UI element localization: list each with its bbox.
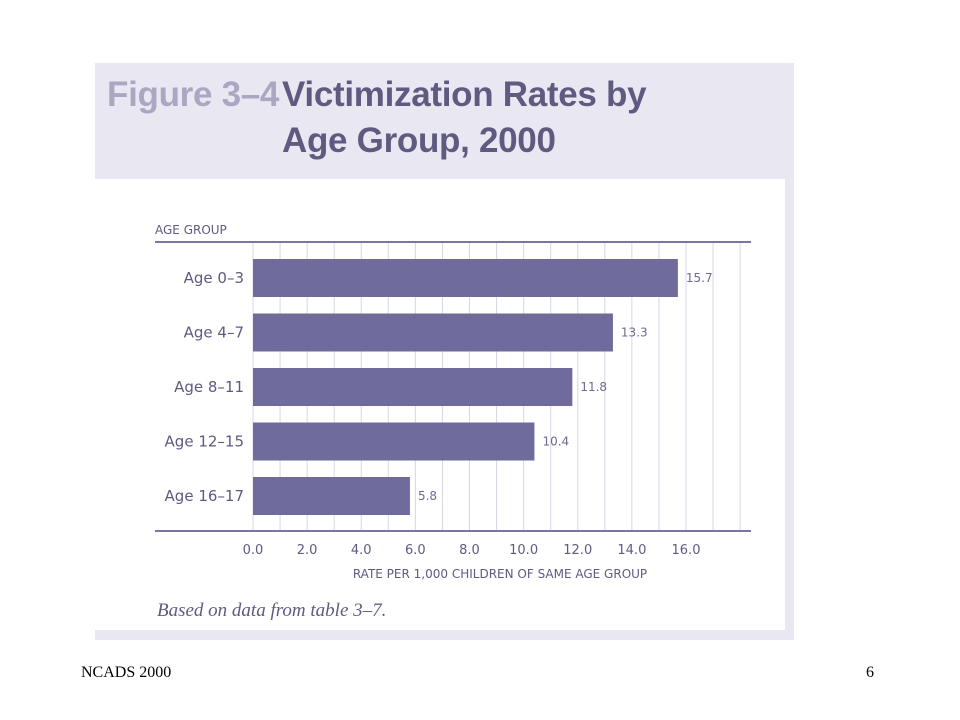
- bar: [253, 422, 535, 461]
- category-label: Age 12–15: [165, 433, 244, 451]
- bars-layer: [253, 259, 678, 515]
- x-axis-title: RATE PER 1,000 CHILDREN OF SAME AGE GROU…: [353, 567, 647, 581]
- footer-source: NCADS 2000: [81, 664, 172, 681]
- category-label: Age 4–7: [184, 324, 244, 342]
- bar: [253, 368, 573, 406]
- x-tick-label: 14.0: [617, 543, 646, 558]
- x-tick-label: 2.0: [297, 543, 318, 558]
- y-axis-title: AGE GROUP: [155, 223, 227, 237]
- category-label: Age 0–3: [184, 269, 244, 287]
- x-tick-label: 12.0: [563, 543, 592, 558]
- plot-card-left: [95, 179, 248, 630]
- figure-title-line-1: Victimization Rates by: [282, 75, 647, 114]
- figure-title-line-2: Age Group, 2000: [282, 121, 556, 160]
- bar: [253, 313, 613, 352]
- figure-label: Figure 3–4: [107, 75, 280, 114]
- x-tick-label: 0.0: [243, 543, 264, 558]
- x-tick-label: 6.0: [405, 543, 426, 558]
- category-label: Age 8–11: [174, 378, 244, 396]
- value-label: 11.8: [580, 380, 607, 394]
- labels-layer: Age 0–3 15.7 Age 4–7 13.3 Age 8–11 11.8 Age 12…: [165, 269, 713, 505]
- x-tick-label: 10.0: [509, 543, 538, 558]
- page-number: 6: [866, 664, 874, 681]
- value-label: 5.8: [418, 489, 437, 503]
- value-label: 15.7: [686, 271, 713, 285]
- x-tick-layer: 0.0 2.0 4.0 6.0 8.0 10.0 12.0 14.0 16.0: [243, 543, 701, 558]
- value-label: 10.4: [542, 435, 569, 449]
- x-tick-label: 4.0: [351, 543, 372, 558]
- value-label: 13.3: [621, 326, 648, 340]
- figure-title-block: Figure 3–4 Victimization Rates by Age Gr…: [95, 63, 794, 179]
- x-tick-label: 16.0: [672, 543, 701, 558]
- x-tick-label: 8.0: [459, 543, 480, 558]
- category-label: Age 16–17: [165, 487, 244, 505]
- bar: [253, 477, 410, 515]
- source-note: Based on data from table 3–7.: [157, 600, 387, 621]
- bar: [253, 259, 678, 297]
